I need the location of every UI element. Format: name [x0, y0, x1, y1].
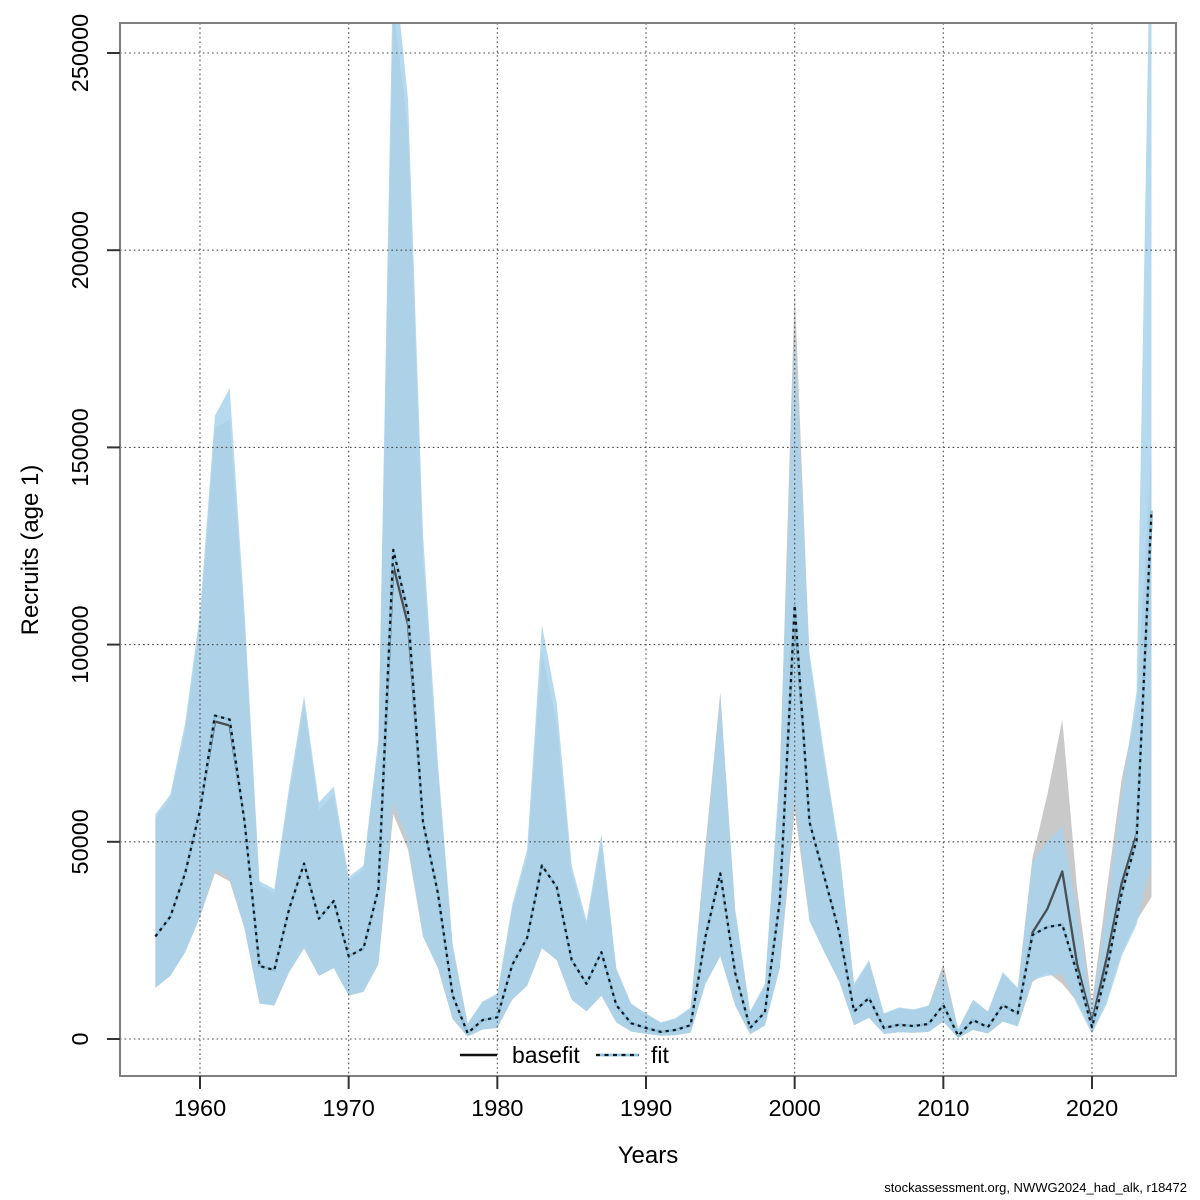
y-axis-title: Recruits (age 1) — [17, 465, 44, 636]
x-tick-label-1960: 1960 — [174, 1095, 226, 1121]
confidence-bands — [155, 23, 1152, 1038]
gridlines — [120, 23, 1176, 1076]
plot-border — [119, 22, 1177, 1077]
legend-fit-label: fit — [651, 1042, 670, 1068]
y-tick-label-0: 0 — [67, 1032, 93, 1045]
y-tick-label-200000: 200000 — [67, 211, 93, 289]
y-tick-label-50000: 50000 — [67, 809, 93, 874]
legend-basefit-label: basefit — [512, 1042, 580, 1068]
fit-line — [154, 510, 1153, 1037]
x-tick-label-2000: 2000 — [769, 1095, 821, 1121]
fit-confidence-band — [155, 23, 1152, 1038]
data-lines — [154, 510, 1153, 1038]
x-tick-label-1990: 1990 — [620, 1095, 672, 1121]
y-tick-label-150000: 150000 — [67, 408, 93, 486]
footer-attribution: stockassessment.org, NWWG2024_had_alk, r… — [884, 1180, 1187, 1195]
x-axis-title: Years — [618, 1142, 679, 1169]
axes: 1960 1970 1980 1990 2000 2010 2020 0 50000 100000… — [67, 14, 1118, 1121]
y-tick-label-100000: 100000 — [67, 605, 93, 683]
x-tick-label-2010: 2010 — [917, 1095, 969, 1121]
x-tick-label-1970: 1970 — [323, 1095, 375, 1121]
x-tick-label-2020: 2020 — [1066, 1095, 1118, 1121]
legend: basefit fit — [460, 1042, 670, 1068]
x-tick-label-1980: 1980 — [471, 1095, 523, 1121]
y-tick-label-250000: 250000 — [67, 14, 93, 92]
